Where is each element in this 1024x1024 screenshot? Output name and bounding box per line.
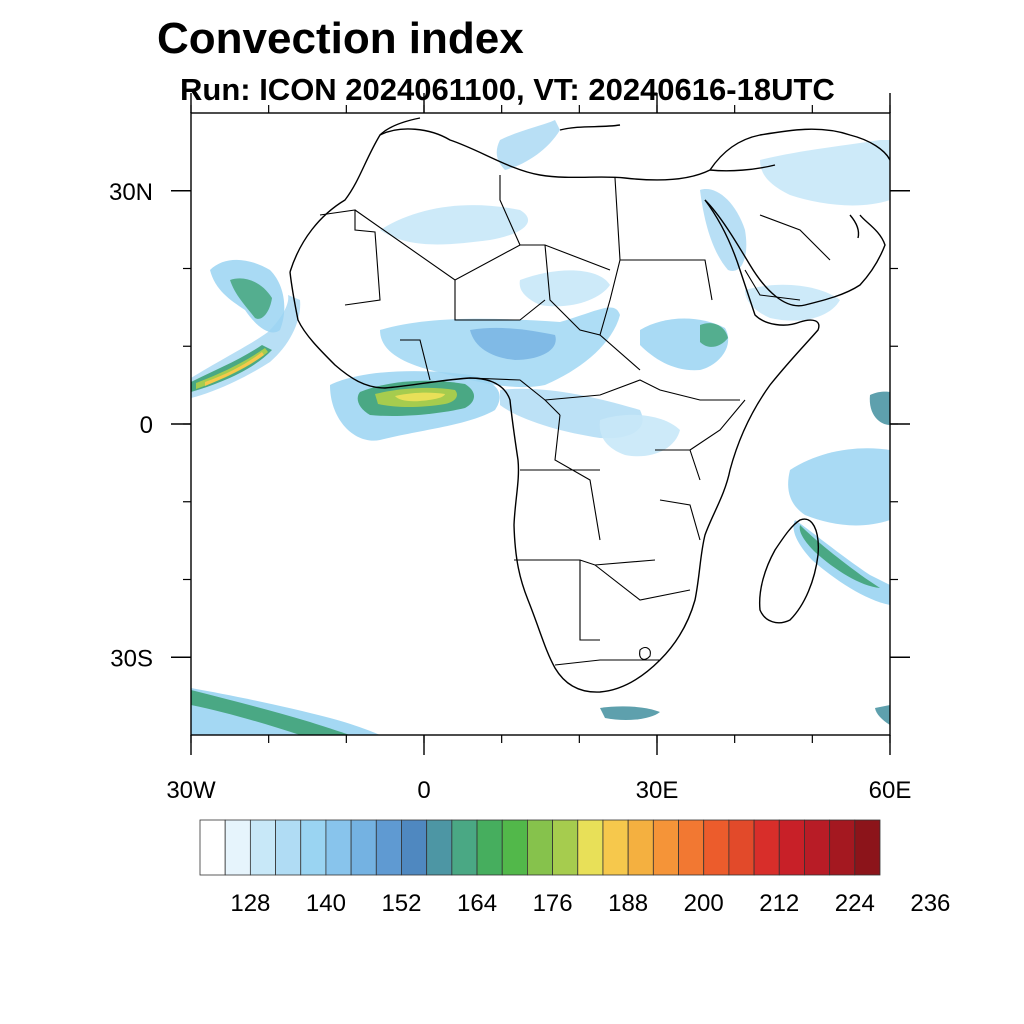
country-borders (319, 175, 831, 666)
colorbar-swatch (224, 819, 251, 876)
colorbar-swatch (829, 819, 856, 876)
colorbar-swatch (300, 819, 327, 876)
y-tick-label: 30N (109, 179, 153, 206)
colorbar-label: 140 (306, 890, 346, 917)
convection-field (191, 120, 890, 735)
colorbar-swatch (451, 819, 478, 876)
colorbar-swatch (325, 819, 352, 876)
colorbar-label: 188 (608, 890, 648, 917)
colorbar-swatch (627, 819, 654, 876)
colorbar: 128 140 152 164 176 188 200 212 224 236 (199, 819, 950, 917)
colorbar-swatch (778, 819, 805, 876)
colorbar-swatch (703, 819, 730, 876)
colorbar-label: 176 (533, 890, 573, 917)
y-tick-label: 30S (110, 645, 153, 672)
colorbar-label: 164 (457, 890, 497, 917)
colorbar-swatch (426, 819, 453, 876)
colorbar-label: 200 (684, 890, 724, 917)
colorbar-swatch (275, 819, 302, 876)
colorbar-label: 212 (759, 890, 799, 917)
colorbar-label: 224 (835, 890, 875, 917)
colorbar-swatch (804, 819, 831, 876)
x-tick-label: 30W (166, 777, 216, 804)
colorbar-swatch (854, 819, 881, 876)
coastlines (289, 117, 890, 693)
colorbar-label: 152 (381, 890, 421, 917)
colorbar-label: 236 (910, 890, 950, 917)
x-tick-label: 0 (417, 777, 430, 804)
colorbar-swatch (249, 819, 276, 876)
map-axes: 30W 0 30E 60E 30N 0 30S (109, 93, 911, 804)
colorbar-swatch (527, 819, 553, 876)
colorbar-swatch (753, 819, 780, 876)
colorbar-swatch (552, 819, 579, 876)
colorbar-swatch (577, 819, 604, 876)
map-title: Convection index (157, 14, 524, 63)
colorbar-label: 128 (230, 890, 270, 917)
colorbar-swatch (476, 819, 503, 876)
x-tick-label: 60E (869, 777, 912, 804)
colorbar-swatch (199, 819, 226, 876)
colorbar-swatch (350, 819, 377, 876)
colorbar-swatch (375, 819, 402, 876)
colorbar-swatch (401, 819, 428, 876)
map-subtitle: Run: ICON 2024061100, VT: 20240616-18UTC (180, 72, 835, 107)
colorbar-swatch (728, 819, 755, 876)
colorbar-swatch (678, 819, 705, 876)
colorbar-swatch (652, 819, 679, 876)
colorbar-swatch (602, 819, 629, 876)
y-tick-label: 0 (140, 412, 153, 439)
x-tick-label: 30E (636, 777, 679, 804)
colorbar-swatch (501, 819, 528, 876)
